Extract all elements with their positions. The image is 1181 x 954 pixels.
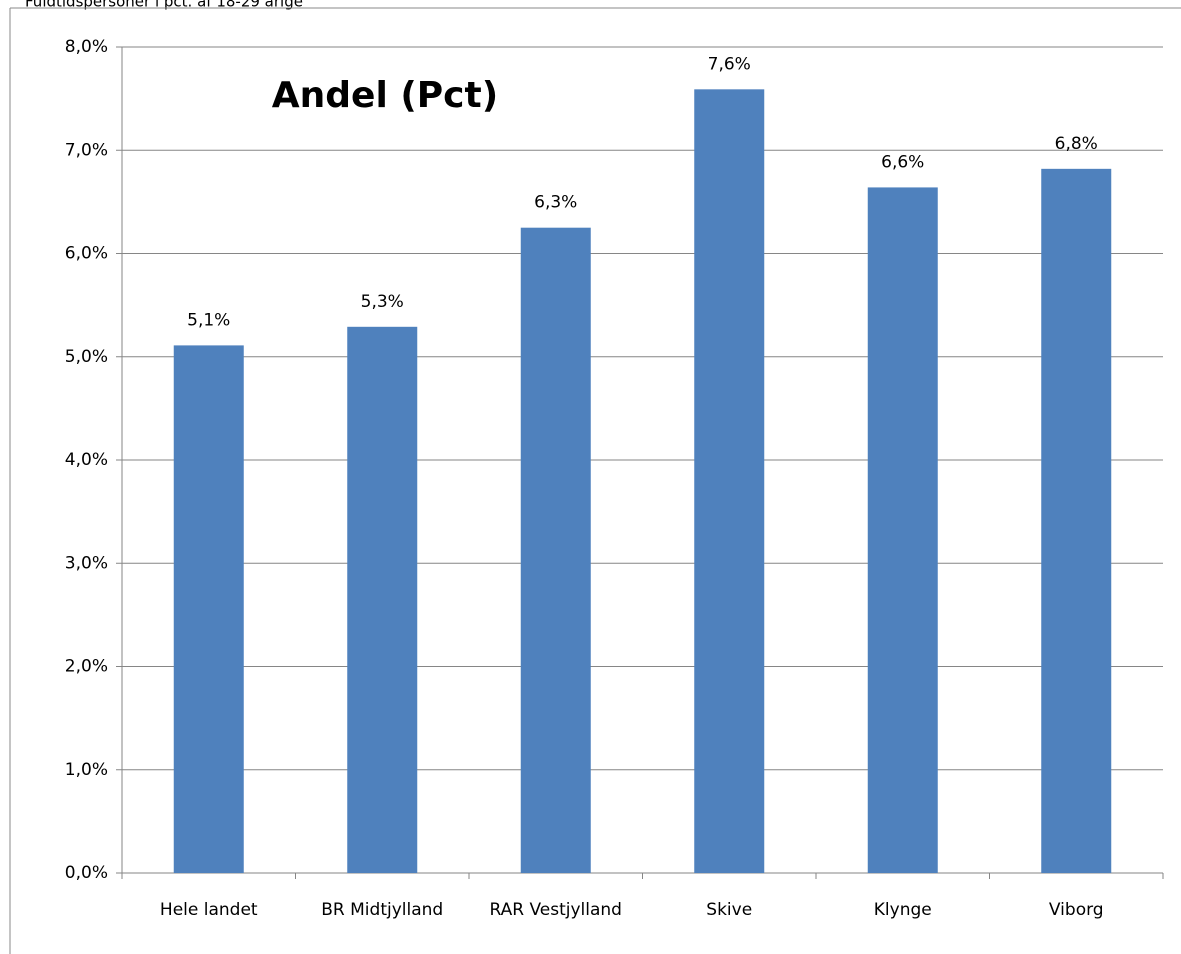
bar — [173, 345, 244, 874]
x-tick-label: RAR Vestjylland — [490, 900, 622, 920]
bar — [867, 187, 938, 874]
y-tick-label: 0,0% — [65, 863, 108, 883]
y-tick-label: 6,0% — [65, 244, 108, 264]
data-label: 5,3% — [361, 292, 404, 312]
y-tick-label: 3,0% — [65, 553, 108, 573]
bar — [694, 89, 765, 873]
bar — [347, 326, 418, 873]
data-label: 6,6% — [881, 152, 924, 172]
y-tick-label: 4,0% — [65, 450, 108, 470]
x-tick-label: Skive — [706, 900, 752, 920]
chart-subtitle: Fuldtidspersoner i pct. af 18-29 årige — [25, 0, 303, 11]
bar — [520, 227, 591, 873]
y-tick-label: 7,0% — [65, 140, 108, 160]
bar — [1041, 168, 1112, 873]
x-tick-label: BR Midtjylland — [321, 900, 443, 920]
data-label: 7,6% — [708, 54, 751, 74]
x-tick-label: Klynge — [874, 900, 932, 920]
y-tick-label: 1,0% — [65, 760, 108, 780]
y-tick-label: 8,0% — [65, 37, 108, 57]
data-label: 5,1% — [187, 310, 230, 330]
y-tick-label: 2,0% — [65, 657, 108, 677]
x-tick-label: Viborg — [1049, 900, 1104, 920]
y-tick-label: 5,0% — [65, 347, 108, 367]
data-label: 6,3% — [534, 193, 577, 213]
chart-title: Andel (Pct) — [272, 75, 498, 116]
x-tick-label: Hele landet — [160, 900, 258, 920]
data-label: 6,8% — [1055, 134, 1098, 154]
